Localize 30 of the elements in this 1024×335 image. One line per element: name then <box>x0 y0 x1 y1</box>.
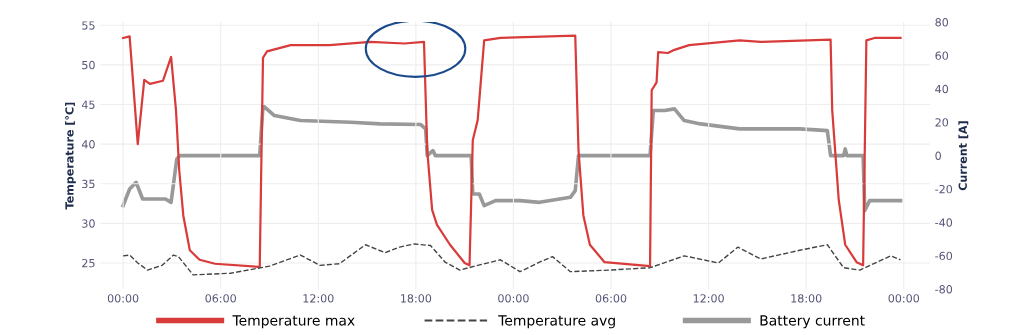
x-tick-label: 00:00 <box>107 294 139 303</box>
y2-tick-label: 40 <box>935 84 949 94</box>
y-tick-label: 55 <box>82 21 95 30</box>
y-tick-label: 25 <box>82 258 95 268</box>
y-tick-label: 50 <box>82 60 95 70</box>
y-tick-label: 35 <box>82 179 95 189</box>
x-tick-label: 06:00 <box>205 294 236 303</box>
y-tick-label: 30 <box>82 219 95 228</box>
legend-label: Temperature avg <box>498 315 615 329</box>
y2-tick-label: 20 <box>935 118 949 127</box>
x-tick-label: 12:00 <box>693 294 724 303</box>
legend-label: Temperature max <box>232 315 355 329</box>
y2-tick-label: 0 <box>935 151 941 160</box>
y2-tick-label: -60 <box>935 251 953 261</box>
y-tick-label: 45 <box>81 100 95 109</box>
y2-tick-label: -40 <box>935 218 953 227</box>
x-tick-label: 00:00 <box>888 294 920 303</box>
x-tick-label: 18:00 <box>401 294 432 303</box>
x-tick-label: 12:00 <box>303 294 334 303</box>
y2-tick-label: -80 <box>935 285 953 294</box>
y-axis-title: Temperature [°C] <box>65 102 76 210</box>
x-tick-label: 18:00 <box>791 294 822 303</box>
y-tick-label: 40 <box>81 140 95 149</box>
x-tick-label: 00:00 <box>498 294 529 303</box>
y2-tick-label: 80 <box>935 18 949 27</box>
y2-tick-label: -20 <box>935 184 953 194</box>
legend-label: Battery current <box>760 315 865 329</box>
y2-axis-title: Current [A] <box>958 121 969 191</box>
y2-tick-label: 60 <box>935 51 949 60</box>
x-tick-label: 06:00 <box>595 294 627 303</box>
